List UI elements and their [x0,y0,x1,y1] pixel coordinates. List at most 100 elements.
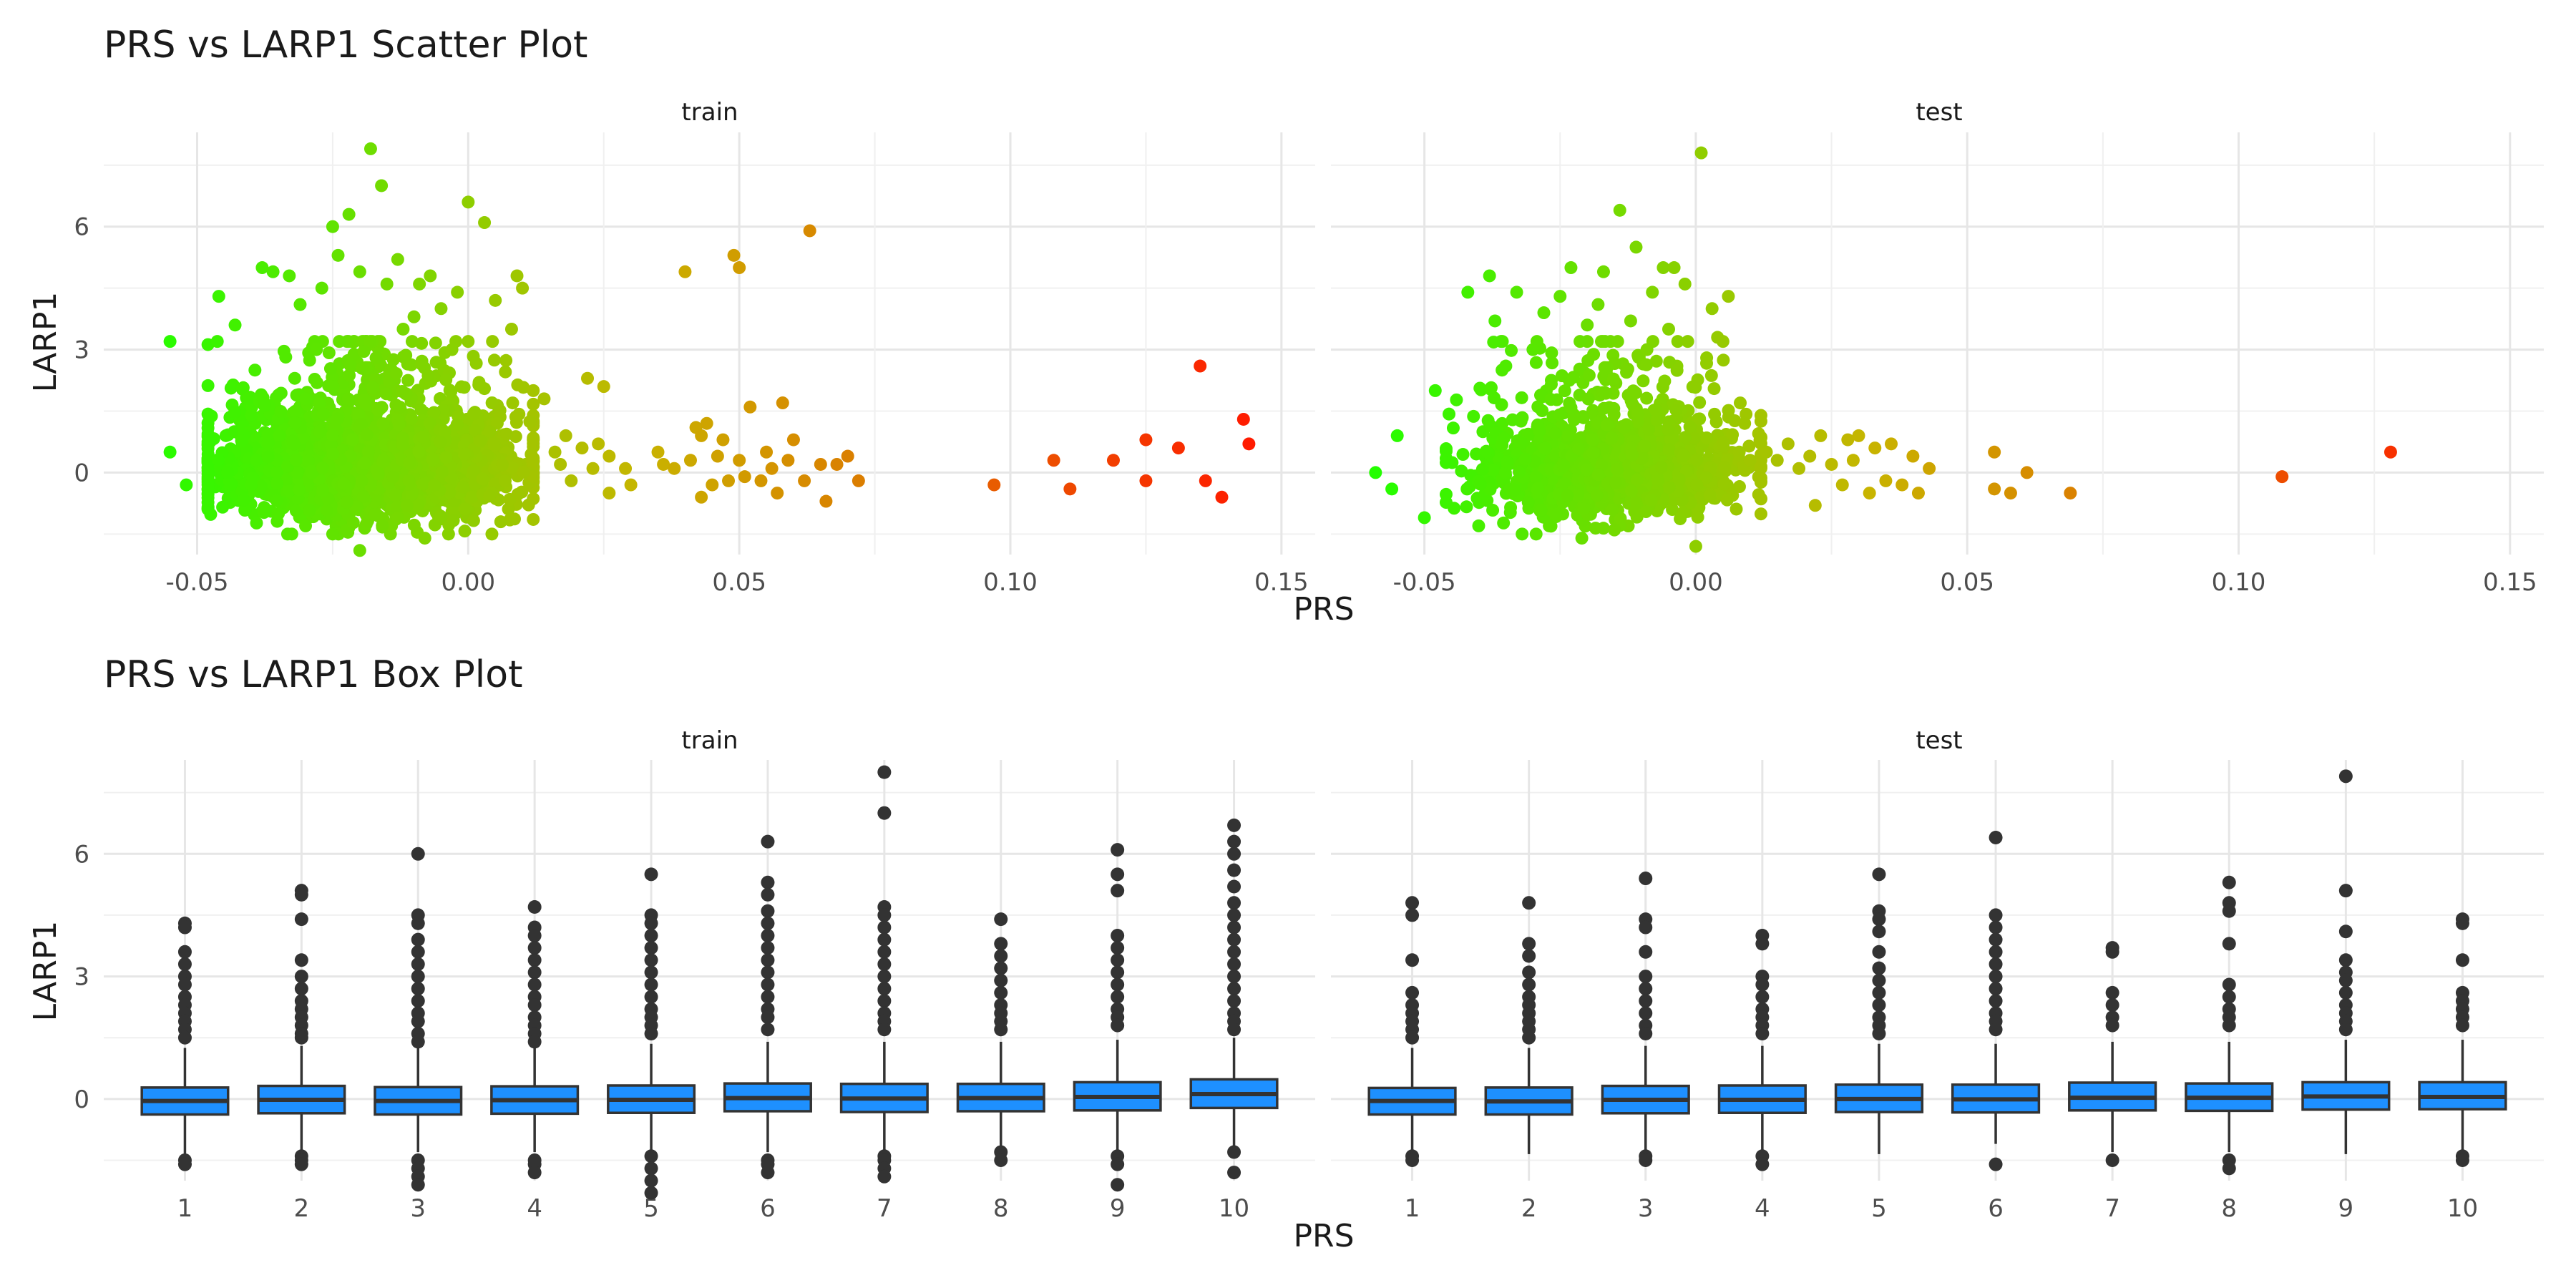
box-outlier [761,990,775,1004]
scatter-point [428,479,441,492]
scatter-point [467,464,480,478]
scatter-point [347,348,361,361]
box-outlier [644,1149,658,1163]
scatter-point [1063,482,1077,496]
box-outlier [1639,1026,1653,1040]
scatter-point [1690,453,1704,467]
scatter-facet-train: train [681,98,738,127]
y-tick-label: 6 [74,840,89,869]
scatter-point [376,454,390,467]
scatter-point [326,380,340,394]
scatter-point [1537,306,1551,320]
scatter-point [1496,416,1509,430]
box-outlier [1989,994,2003,1008]
box-outlier [761,941,775,955]
scatter-point [2004,487,2017,500]
scatter-point [1513,465,1526,479]
x-tick-label: 7 [877,1194,892,1223]
box-outlier [761,928,775,942]
scatter-point [1700,351,1714,365]
scatter-point [368,507,381,521]
box-outlier [1872,961,1886,975]
box-outlier [1111,1178,1125,1192]
scatter-point [216,500,230,514]
scatter-point [313,397,326,411]
scatter-point [1607,408,1621,421]
box-outlier [411,1035,425,1049]
scatter-point [415,358,429,371]
scatter-point [1722,410,1735,424]
scatter-point [987,478,1001,492]
scatter-point [350,499,364,513]
scatter-point [1671,335,1684,348]
scatter-point [289,453,303,467]
scatter-point [1558,477,1571,491]
box-outlier [761,1010,775,1025]
x-tick-label: 0.00 [441,568,495,597]
scatter-point [1638,439,1652,452]
scatter-point [313,425,326,439]
scatter-panel-train: 0 3 6 -0.05 0.00 0.05 0.10 0.15 [74,132,1315,597]
scatter-point [581,371,595,385]
scatter-point [619,462,633,475]
scatter-point [1738,416,1752,430]
scatter-point [201,439,215,452]
box-outlier [1639,872,1653,886]
scatter-point [1596,522,1610,535]
scatter-y-axis-title: LARP1 [27,292,64,393]
scatter-point [392,418,406,431]
scatter-point [1555,369,1568,383]
scatter-point [1692,412,1705,426]
scatter-point [1626,384,1640,398]
scatter-point [1500,455,1513,469]
scatter-point [416,477,430,491]
box-outlier [761,887,775,902]
scatter-point [499,427,513,441]
scatter-point [1667,261,1681,275]
scatter-point [402,474,416,487]
scatter-point [695,429,708,442]
scatter-point [1450,393,1463,406]
scatter-point [235,434,248,447]
scatter-point [288,416,302,429]
scatter-point [565,474,578,487]
box-outlier [1755,977,1770,992]
scatter-point [244,478,258,492]
scatter-point [527,397,540,411]
scatter-point [1863,487,1876,500]
scatter-point [180,478,193,492]
scatter-point [310,376,323,389]
scatter-point [405,412,419,426]
scatter-point [517,381,530,394]
scatter-point [1754,471,1767,484]
scatter-point [1700,431,1714,444]
scatter-point [212,453,225,467]
box-outlier [2222,1161,2236,1176]
scatter-point [462,195,475,209]
scatter-point [1545,377,1558,391]
box-outlier [1522,965,1536,980]
scatter-point [287,437,301,451]
scatter-point [592,437,605,451]
scatter-point [411,498,424,512]
scatter-point [586,462,600,475]
scatter-point [1906,449,1920,463]
scatter-point [1717,477,1731,491]
scatter-point [1486,504,1500,517]
scatter-point [343,358,357,372]
scatter-point [205,409,218,423]
scatter-point [389,367,403,381]
scatter-point [389,399,403,412]
scatter-point [1106,454,1120,467]
box-outlier [644,1174,658,1188]
x-tick-label: 6 [760,1194,776,1223]
scatter-point [554,457,567,471]
scatter-point [1543,519,1556,532]
box-outlier [1405,908,1420,922]
scatter-point [733,454,746,467]
scatter-point [163,335,177,348]
scatter-point [1732,445,1746,459]
box-outlier [877,1023,892,1037]
box-outlier [1227,847,1241,861]
scatter-point [1605,431,1619,445]
